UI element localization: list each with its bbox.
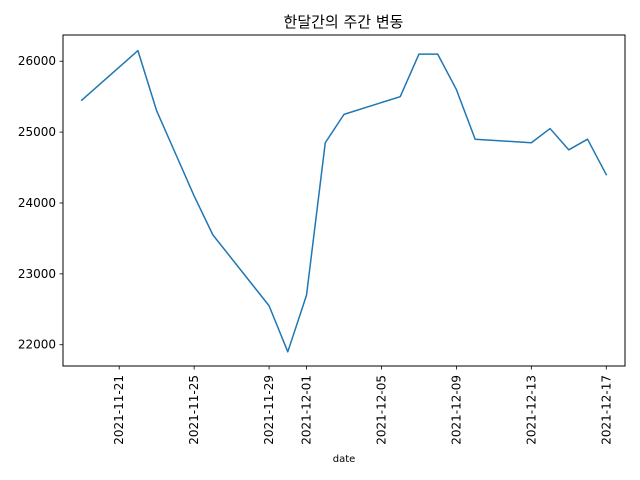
y-tick-label: 22000 (18, 338, 56, 352)
x-tick-label: 2021-12-17 (599, 375, 613, 445)
y-axis: 22000 23000 24000 25000 26000 (18, 54, 63, 352)
x-axis: 2021-11-21 2021-11-25 2021-11-29 2021-12-01… (112, 366, 613, 445)
x-tick-label: 2021-11-21 (112, 375, 126, 445)
y-tick-label: 24000 (18, 196, 56, 210)
x-tick-label: 2021-11-25 (187, 375, 201, 445)
series-line-0 (80, 49, 608, 353)
x-tick-label: 2021-12-01 (300, 375, 314, 445)
plot-frame (62, 34, 626, 367)
x-tick-label: 2021-12-13 (524, 375, 538, 445)
x-axis-label: date (333, 454, 356, 465)
x-tick-label: 2021-12-05 (374, 375, 388, 445)
plot-area (80, 49, 608, 353)
y-tick-label: 23000 (18, 267, 56, 281)
chart-title: 한달간의 주간 변동 (284, 13, 404, 31)
y-tick-label: 25000 (18, 125, 56, 139)
y-tick-label: 26000 (18, 54, 56, 68)
x-tick-label: 2021-11-29 (262, 375, 276, 445)
x-tick-label: 2021-12-09 (449, 375, 463, 445)
